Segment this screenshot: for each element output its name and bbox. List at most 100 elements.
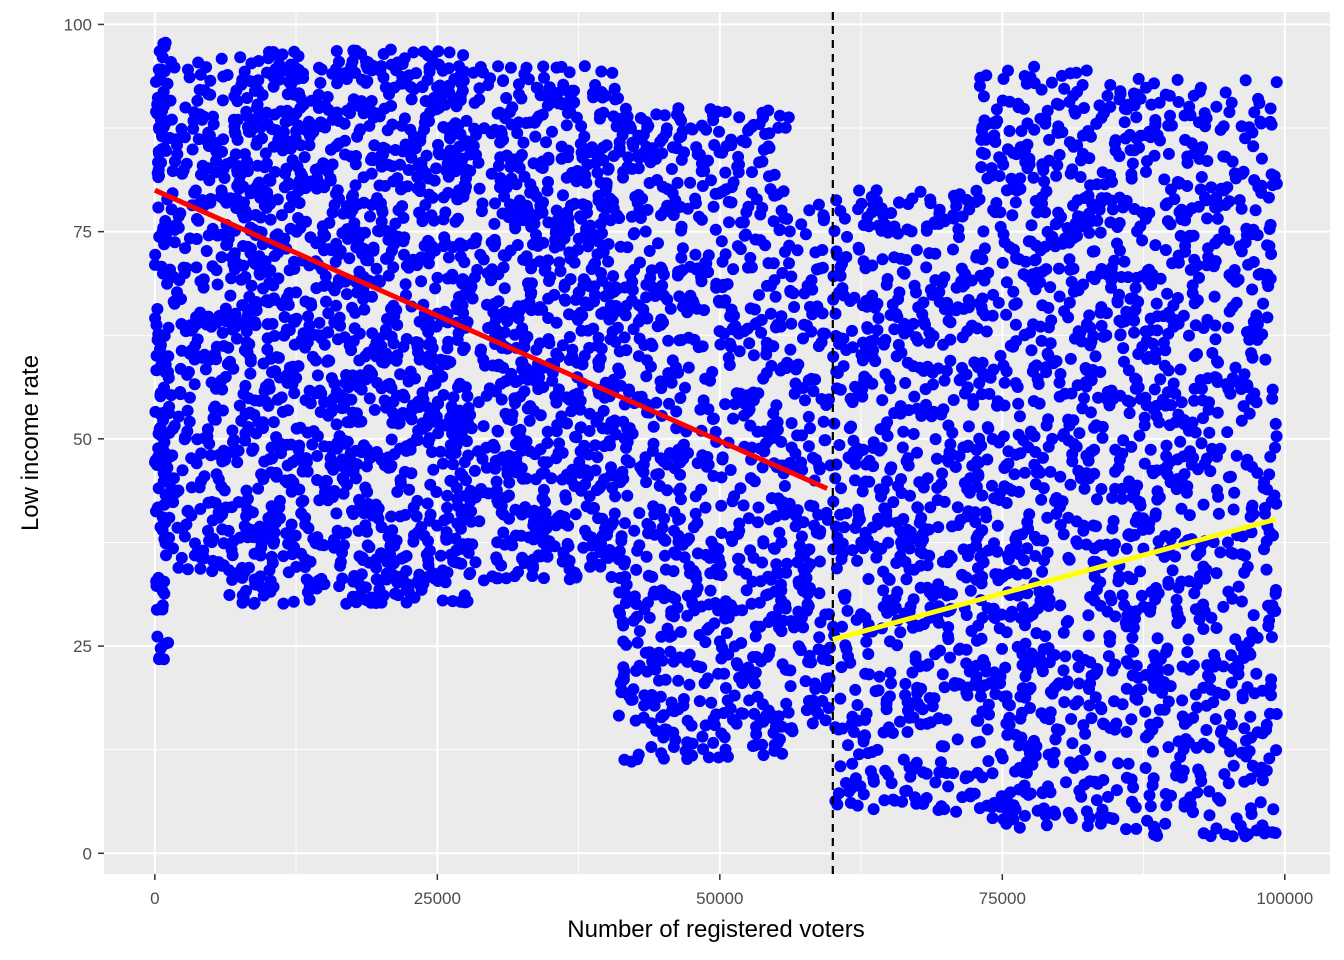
data-point	[921, 581, 934, 594]
data-point	[363, 392, 376, 405]
data-point	[908, 390, 921, 403]
data-point	[759, 128, 772, 140]
data-point	[866, 289, 879, 302]
data-point	[1162, 741, 1175, 754]
data-point	[643, 177, 656, 189]
data-point	[1007, 813, 1020, 826]
data-point	[1009, 196, 1022, 209]
data-point	[492, 360, 505, 373]
data-point	[634, 212, 647, 224]
data-point	[538, 71, 550, 84]
data-point	[394, 473, 407, 486]
data-point	[962, 420, 975, 433]
data-point	[716, 451, 729, 464]
data-point	[947, 243, 959, 256]
data-point	[878, 794, 891, 807]
data-point	[349, 179, 362, 192]
data-point	[876, 394, 889, 407]
data-point	[524, 288, 537, 301]
data-point	[803, 694, 815, 707]
data-point	[1175, 502, 1188, 515]
data-point	[353, 381, 365, 394]
data-point	[437, 191, 450, 204]
data-point	[974, 682, 987, 695]
data-point	[975, 161, 988, 174]
data-point	[736, 677, 749, 689]
data-point	[245, 279, 258, 292]
data-point	[436, 564, 449, 577]
data-point	[969, 195, 982, 208]
data-point	[625, 210, 638, 223]
data-point	[333, 55, 345, 68]
data-point	[1069, 217, 1082, 230]
data-point	[713, 125, 725, 138]
data-point	[933, 203, 946, 216]
data-point	[1041, 585, 1054, 598]
data-point	[913, 361, 926, 374]
data-point	[539, 262, 552, 275]
data-point	[562, 144, 575, 157]
data-point	[294, 221, 307, 234]
data-point	[977, 90, 990, 103]
data-point	[500, 491, 513, 504]
data-point	[727, 263, 740, 276]
data-point	[807, 385, 820, 398]
data-point	[560, 171, 573, 184]
data-point	[773, 602, 786, 615]
data-point	[640, 550, 653, 563]
data-point	[709, 223, 722, 236]
data-point	[260, 395, 273, 408]
data-point	[686, 737, 699, 750]
data-point	[920, 767, 933, 780]
data-point	[1007, 243, 1020, 256]
data-point	[808, 677, 821, 690]
data-point	[340, 288, 353, 301]
data-point	[846, 396, 859, 409]
data-point	[288, 387, 301, 400]
data-point	[447, 391, 460, 404]
data-point	[710, 281, 723, 294]
data-point	[897, 513, 910, 525]
data-point	[449, 120, 461, 132]
data-point	[1073, 677, 1086, 690]
data-point	[1084, 130, 1097, 143]
data-point	[762, 257, 775, 270]
data-point	[160, 144, 173, 157]
data-point	[612, 92, 624, 105]
data-point	[466, 292, 479, 305]
data-point	[1116, 698, 1129, 711]
data-point	[836, 257, 848, 270]
data-point	[1122, 757, 1135, 770]
data-point	[1209, 713, 1222, 726]
data-point	[566, 463, 579, 476]
data-point	[1228, 486, 1241, 499]
data-point	[441, 501, 454, 514]
data-point	[512, 436, 524, 449]
data-point	[165, 113, 178, 126]
data-point	[179, 242, 192, 255]
data-point	[457, 49, 470, 62]
data-point	[370, 336, 383, 349]
data-point	[804, 300, 816, 313]
data-point	[150, 603, 163, 616]
data-point	[994, 220, 1007, 233]
data-point	[206, 554, 219, 567]
data-point	[583, 407, 596, 420]
data-point	[767, 726, 780, 739]
data-point	[1192, 763, 1205, 776]
data-point	[337, 207, 350, 220]
data-point	[475, 205, 488, 218]
data-point	[295, 496, 308, 508]
data-point	[901, 726, 914, 738]
data-point	[473, 93, 486, 106]
data-point	[769, 510, 782, 522]
data-point	[999, 691, 1012, 704]
data-point	[182, 366, 195, 378]
data-point	[164, 450, 176, 463]
data-point	[805, 274, 818, 287]
data-point	[578, 60, 591, 73]
data-point	[331, 459, 344, 472]
data-point	[819, 434, 832, 447]
data-point	[181, 425, 194, 438]
data-point	[990, 197, 1003, 209]
